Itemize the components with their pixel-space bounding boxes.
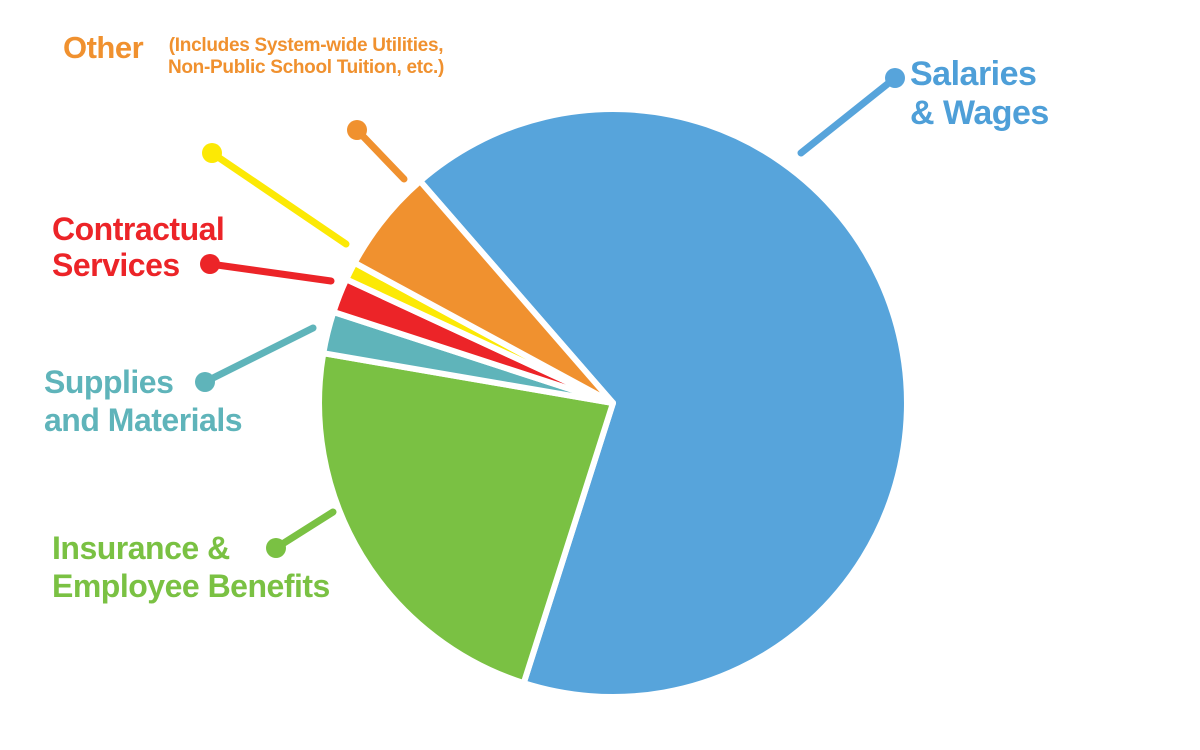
leader-line-insurance-benefits	[272, 508, 337, 552]
contractual-label-line1: Contractual	[52, 211, 225, 247]
other-sublabel-line2: Non-Public School Tuition, etc.)	[167, 57, 445, 78]
leader-line-supplies-materials	[201, 324, 317, 386]
insurance-label-line1: Insurance &	[52, 530, 230, 566]
supplies-materials-slice-label: Supplies and Materials	[44, 363, 243, 439]
other-slice-label: Other	[63, 30, 144, 65]
salaries-wages-slice-label: Salaries & Wages	[910, 55, 1049, 133]
leader-line-contractual-services	[206, 260, 335, 285]
leader-dot-salaries-wages	[885, 68, 905, 88]
leader-line-salaries-wages	[797, 74, 899, 157]
leader-line-other	[353, 126, 408, 183]
supplies-label-line1: Supplies	[44, 364, 174, 400]
leader-dot-contractual-services	[200, 254, 220, 274]
leader-dot-unlabeled-yellow	[202, 143, 222, 163]
other-label-text: Other	[63, 30, 144, 65]
leader-dot-insurance-benefits	[266, 538, 286, 558]
insurance-label-line2: Employee Benefits	[52, 568, 330, 604]
leader-dot-supplies-materials	[195, 372, 215, 392]
pie-outer-ring	[313, 103, 913, 703]
salaries-label-line1: Salaries	[910, 55, 1037, 93]
other-sublabel-line1: (Includes System-wide Utilities,	[168, 35, 444, 56]
salaries-label-line2: & Wages	[910, 94, 1049, 132]
leader-dot-other	[347, 120, 367, 140]
leader-line-unlabeled-yellow	[208, 149, 350, 248]
other-slice-sublabel: (Includes System-wide Utilities, Non-Pub…	[158, 35, 454, 79]
supplies-label-line2: and Materials	[44, 402, 243, 438]
contractual-services-slice-label: Contractual Services	[52, 211, 225, 283]
insurance-benefits-slice-label: Insurance & Employee Benefits	[52, 529, 330, 605]
contractual-label-line2: Services	[52, 247, 180, 283]
